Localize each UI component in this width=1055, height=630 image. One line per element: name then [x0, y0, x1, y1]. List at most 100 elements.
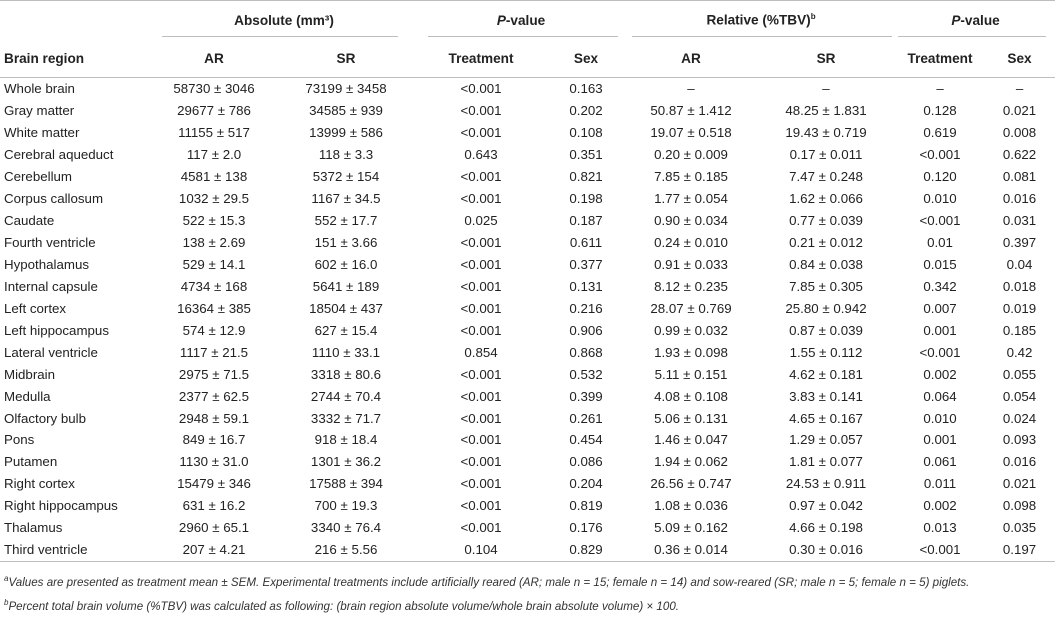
cell-p-treatment: <0.001 — [460, 432, 502, 448]
table-row: Thalamus 2960 ± 65.1 3340 ± 76.4 <0.001 0.17… — [0, 517, 1055, 539]
cell-rel-sr: 4.65 ± 0.167 — [789, 410, 863, 426]
table-row: Gray matter 29677 ± 786 34585 ± 939 <0.001 0… — [0, 100, 1055, 122]
table-row: White matter 11155 ± 517 13999 ± 586 <0.001… — [0, 122, 1055, 144]
pvalue2-rest-label: -value — [960, 12, 1000, 28]
cell-p-treatment: <0.001 — [460, 322, 502, 338]
cell-rel-ar: 19.07 ± 0.518 — [650, 125, 732, 141]
header-group-row: Absolute (mm³) P-value Relative (%TBV)b … — [0, 1, 1055, 40]
cell-p-sex: 0.821 — [569, 169, 603, 185]
footnote-b: bPercent total brain volume (%TBV) was c… — [4, 595, 1049, 615]
header-relative-label: Relative (%TBV) — [706, 12, 811, 28]
cell-rel-sr: 0.84 ± 0.038 — [789, 256, 863, 272]
table-row: Internal capsule 4734 ± 168 5641 ± 189 <0.0… — [0, 275, 1055, 297]
cell-region: Midbrain — [4, 366, 55, 382]
table-body: Whole brain 58730 ± 3046 73199 ± 3458 <0.00… — [0, 78, 1055, 562]
footnote-a-marker: a — [4, 574, 9, 583]
cell-abs-ar: 117 ± 2.0 — [186, 147, 242, 163]
cell-abs-sr: 18504 ± 437 — [309, 300, 383, 316]
cell-abs-ar: 11155 ± 517 — [178, 125, 250, 141]
cell-abs-ar: 574 ± 12.9 — [182, 322, 246, 338]
pvalue-p-label: P — [496, 12, 506, 28]
cell-region: Thalamus — [4, 520, 63, 536]
cell-rel-sr: 0.17 ± 0.011 — [789, 147, 863, 163]
cell-p2-treatment: 0.001 — [923, 432, 957, 448]
cell-p2-treatment: <0.001 — [919, 213, 961, 229]
cell-p-sex: 0.819 — [569, 498, 603, 514]
cell-p-treatment: <0.001 — [460, 235, 502, 251]
cell-p-sex: 0.377 — [569, 256, 603, 272]
footnote-a: aValues are presented as treatment mean … — [4, 571, 1049, 591]
cell-abs-sr: 602 ± 16.0 — [314, 256, 378, 272]
cell-p2-treatment: 0.013 — [923, 520, 957, 536]
table-row: Right hippocampus 631 ± 16.2 700 ± 19.3 <0.… — [0, 495, 1055, 517]
cell-region: Right cortex — [4, 476, 75, 492]
cell-region: Caudate — [4, 213, 55, 229]
cell-p2-treatment: 0.010 — [923, 410, 957, 426]
cell-p2-treatment: 0.007 — [923, 300, 957, 316]
cell-rel-ar: 4.08 ± 0.108 — [654, 388, 728, 404]
cell-rel-ar: 1.08 ± 0.036 — [654, 498, 728, 514]
table-row: Right cortex 15479 ± 346 17588 ± 394 <0.001… — [0, 473, 1055, 495]
table-row: Caudate 522 ± 15.3 552 ± 17.7 0.025 0.187 0.9… — [0, 210, 1055, 232]
cell-rel-sr: 0.97 ± 0.042 — [789, 498, 863, 514]
cell-abs-sr: 2744 ± 70.4 — [310, 388, 382, 404]
header-brain-region: Brain region — [0, 39, 152, 78]
cell-abs-ar: 4581 ± 138 — [180, 169, 248, 185]
cell-rel-sr: 1.55 ± 0.112 — [789, 344, 863, 360]
cell-p2-sex: 0.622 — [1002, 147, 1037, 163]
cell-p-treatment: <0.001 — [460, 81, 502, 97]
cell-p-treatment: <0.001 — [460, 278, 502, 294]
cell-region: Right hippocampus — [4, 498, 118, 514]
cell-rel-ar: 50.87 ± 1.412 — [650, 103, 732, 119]
cell-p-treatment: <0.001 — [460, 300, 502, 316]
cell-p-treatment: <0.001 — [460, 125, 502, 141]
cell-rel-ar: 1.46 ± 0.047 — [654, 432, 728, 448]
table-row: Third ventricle 207 ± 4.21 216 ± 5.56 0.104… — [0, 538, 1055, 562]
cell-p-treatment: <0.001 — [460, 388, 502, 404]
cell-abs-ar: 207 ± 4.21 — [152, 538, 276, 562]
pvalue-group-rule — [428, 36, 618, 37]
table-row: Left hippocampus 574 ± 12.9 627 ± 15.4 <0.0… — [0, 319, 1055, 341]
table-row: Midbrain 2975 ± 71.5 3318 ± 80.6 <0.001 0.53… — [0, 363, 1055, 385]
cell-p2-sex: 0.024 — [1002, 410, 1037, 426]
cell-rel-ar: – — [687, 81, 695, 97]
footnote-a-text: Values are presented as treatment mean ±… — [8, 575, 970, 589]
cell-p-sex: 0.399 — [569, 388, 603, 404]
cell-rel-ar: 1.93 ± 0.098 — [654, 344, 728, 360]
cell-region: Corpus callosum — [4, 191, 104, 207]
cell-rel-ar: 0.24 ± 0.010 — [654, 235, 728, 251]
cell-abs-ar: 29677 ± 786 — [177, 103, 251, 119]
cell-p-sex: 0.131 — [569, 278, 603, 294]
footnote-b-marker: b — [4, 597, 9, 607]
cell-rel-ar: 0.91 ± 0.033 — [654, 256, 728, 272]
pvalue2-p-label: P — [951, 12, 961, 28]
cell-p2-sex: 0.397 — [1002, 235, 1037, 251]
cell-p2-sex: 0.197 — [984, 538, 1055, 562]
table-row: Left cortex 16364 ± 385 18504 ± 437 <0.001 0… — [0, 297, 1055, 319]
cell-rel-sr: 25.80 ± 0.942 — [785, 300, 867, 316]
cell-p-treatment: 0.104 — [416, 538, 546, 562]
cell-abs-sr: 1167 ± 34.5 — [311, 191, 381, 207]
relative-group-rule — [632, 36, 892, 37]
cell-abs-ar: 4734 ± 168 — [180, 278, 248, 294]
cell-abs-sr: 3332 ± 71.7 — [310, 410, 382, 426]
cell-abs-sr: 3340 ± 76.4 — [310, 520, 382, 536]
cell-abs-ar: 2975 ± 71.5 — [178, 366, 250, 382]
cell-p2-sex: 0.021 — [1002, 103, 1037, 119]
cell-abs-ar: 631 ± 16.2 — [182, 498, 246, 514]
pvalue-rest-label: -value — [505, 12, 546, 28]
cell-p2-sex: 0.018 — [1002, 278, 1037, 294]
cell-rel-ar: 0.36 ± 0.014 — [626, 538, 756, 562]
header-abs-sr: SR — [276, 39, 416, 78]
cell-rel-sr: 7.85 ± 0.305 — [789, 278, 863, 294]
cell-p2-treatment: <0.001 — [919, 344, 961, 360]
cell-rel-sr: 1.29 ± 0.057 — [789, 432, 863, 448]
cell-p2-sex: – — [1015, 81, 1024, 97]
cell-region: Pons — [4, 432, 35, 448]
cell-region: Internal capsule — [4, 278, 98, 294]
header-pvalue-1: P-value — [416, 1, 626, 40]
cell-rel-sr: 0.87 ± 0.039 — [789, 322, 863, 338]
cell-p-sex: 0.868 — [569, 344, 603, 360]
cell-p-sex: 0.261 — [569, 410, 603, 426]
header-absolute: Absolute (mm³) — [152, 1, 416, 40]
